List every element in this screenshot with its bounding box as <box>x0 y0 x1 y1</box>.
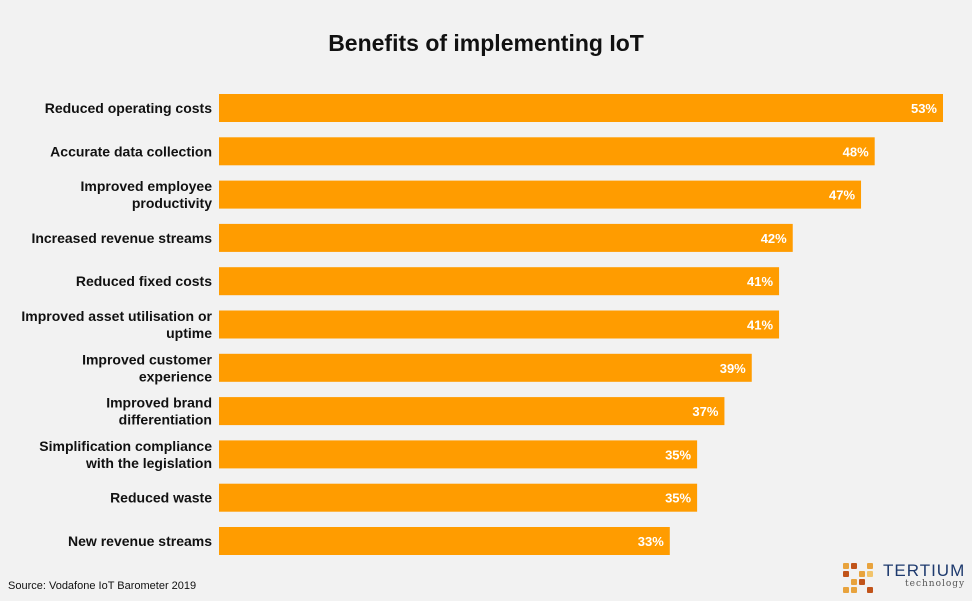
value-label-1: 53% <box>911 101 937 116</box>
value-label-8: 37% <box>692 404 718 419</box>
category-label-6: Improved asset utilisation or uptime <box>21 308 212 341</box>
logo-tagline: technology <box>905 579 966 589</box>
bar-11 <box>219 527 670 555</box>
bar-4 <box>219 223 793 252</box>
logo-square <box>843 563 849 569</box>
bar-3 <box>219 180 862 209</box>
logo-square <box>851 587 857 593</box>
category-label-10: Reduced waste <box>110 490 212 506</box>
value-label-9: 35% <box>665 447 691 462</box>
value-label-11: 33% <box>638 534 664 549</box>
category-label-4: Increased revenue streams <box>31 230 212 246</box>
value-label-7: 39% <box>720 361 746 376</box>
logo-square <box>851 579 857 585</box>
bar-2 <box>219 137 875 166</box>
category-label-9: Simplification compliance with the legisl… <box>39 438 212 471</box>
bar-10 <box>219 483 698 512</box>
bar-6 <box>219 310 780 339</box>
bar-5 <box>219 267 780 296</box>
value-label-5: 41% <box>747 274 773 289</box>
logo-square <box>867 587 873 593</box>
category-label-5: Reduced fixed costs <box>76 273 212 289</box>
value-label-4: 42% <box>761 231 787 246</box>
value-label-6: 41% <box>747 318 773 333</box>
category-label-2: Accurate data collection <box>50 143 212 159</box>
logo-square <box>859 571 865 577</box>
category-label-11: New revenue streams <box>68 533 212 549</box>
category-label-8: Improved brand differentiation <box>106 395 212 428</box>
value-label-2: 48% <box>843 144 869 159</box>
tertium-logo: TERTIUM technology <box>843 561 969 597</box>
category-label-1: Reduced operating costs <box>45 100 212 116</box>
bar-1 <box>219 94 943 122</box>
logo-square <box>843 587 849 593</box>
logo-wordmark: TERTIUM <box>883 561 966 580</box>
bar-8 <box>219 397 725 426</box>
category-label-3: Improved employee productivity <box>81 178 213 211</box>
source-note: Source: Vodafone IoT Barometer 2019 <box>8 580 197 592</box>
category-label-7: Improved customer experience <box>82 351 212 384</box>
chart-title: Benefits of implementing IoT <box>328 30 644 56</box>
logo-square <box>843 571 849 577</box>
bar-9 <box>219 440 698 469</box>
value-label-3: 47% <box>829 188 855 203</box>
logo-square <box>867 571 873 577</box>
bar-7 <box>219 353 752 382</box>
logo-square <box>859 579 865 585</box>
value-label-10: 35% <box>665 491 691 506</box>
logo-square <box>867 563 873 569</box>
logo-square <box>851 563 857 569</box>
